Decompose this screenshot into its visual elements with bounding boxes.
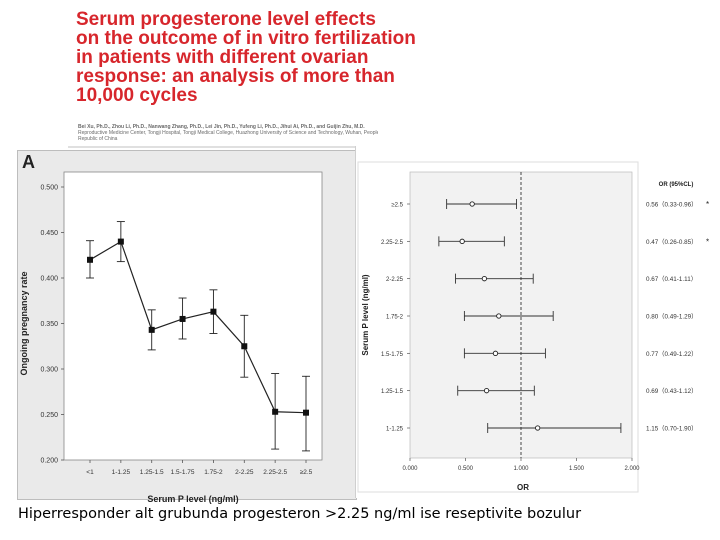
author-list: Bei Xu, Ph.D., Zhou Li, Ph.D., Nanwang Z… [78, 124, 365, 130]
panel-a-label: A [22, 152, 35, 172]
article-title: Serum progesterone level effects on the … [76, 9, 416, 106]
or-point [492, 350, 499, 356]
or-point [483, 388, 490, 394]
x-tick-label: 1.500 [569, 466, 585, 472]
author-block: Bei Xu, Ph.D., Zhou Li, Ph.D., Nanwang Z… [78, 124, 378, 142]
or-point [481, 276, 488, 282]
title-line: response: an analysis of more than [76, 66, 395, 87]
y-tick-label: 2.25-2.5 [381, 240, 404, 246]
y-axis-label: Ongoing pregnancy rate [19, 271, 29, 375]
slide-caption: Hiperresponder alt grubunda progesteron … [18, 506, 582, 522]
ci-value: 0.47（0.26-0.85） [646, 239, 697, 246]
ci-value: 0.67（0.41-1.11） [646, 276, 697, 283]
ci-value: 1.15（0.70-1.90） [646, 426, 697, 433]
data-point [148, 326, 155, 333]
y-tick-label: 1-1.25 [386, 427, 404, 433]
data-point [272, 408, 279, 415]
x-tick-label: 1-1.25 [112, 469, 131, 476]
y-tick-label: 0.400 [40, 276, 58, 283]
or-point [535, 425, 541, 431]
significance-marker: * [706, 237, 709, 246]
or-point [469, 201, 475, 207]
x-tick-label: 1.5-1.75 [171, 469, 195, 476]
ci-value: 0.69（0.43-1.12） [646, 388, 697, 395]
y-tick-label: 0.450 [40, 230, 58, 237]
data-point [303, 409, 309, 416]
x-tick-label: 1.000 [513, 466, 529, 472]
or-point [459, 238, 465, 244]
plot-frame [357, 161, 639, 493]
title-line: in patients with different ovarian [76, 47, 369, 68]
x-tick-label: 1.25-1.5 [140, 469, 164, 476]
y-tick-label: 2-2.25 [386, 277, 404, 283]
y-tick-label: 0.350 [40, 321, 58, 328]
x-tick-label: 2.25-2.5 [263, 469, 287, 476]
affiliation-line: Reproductive Medicine Center, Tongji Hos… [78, 130, 378, 136]
y-tick-label: 0.250 [40, 412, 58, 419]
ci-value: 0.56（0.33-0.96） [646, 202, 697, 209]
y-tick-label: 0.300 [40, 367, 58, 374]
x-axis-label: Serum P level (ng/ml) [147, 494, 238, 504]
affiliation-line: Republic of China [78, 136, 118, 142]
y-tick-label: 1.5-1.75 [381, 352, 404, 358]
y-tick-label: 0.500 [40, 185, 58, 192]
data-point [179, 315, 186, 322]
or-point [496, 313, 502, 319]
data-point [117, 238, 124, 245]
y-tick-label: ≥2.5 [391, 203, 403, 209]
data-point [241, 343, 248, 350]
ci-header: OR (95%CL) [659, 182, 694, 188]
significance-marker: * [706, 200, 709, 209]
y-tick-label: 1.25-1.5 [381, 389, 404, 395]
ci-value: 0.77（0.49-1.22） [646, 351, 697, 358]
x-tick-label: 2.000 [624, 466, 640, 472]
x-tick-label: 2-2.25 [235, 469, 254, 476]
series-line [89, 240, 307, 414]
title-line: 10,000 cycles [76, 85, 198, 106]
x-tick-label: 0.000 [402, 466, 418, 472]
divider [68, 146, 384, 148]
title-line: Serum progesterone level effects [76, 9, 376, 30]
y-tick-label: 0.200 [40, 458, 58, 465]
data-point [210, 308, 217, 315]
x-tick-label: 1.75-2 [204, 469, 223, 476]
x-tick-label: 0.500 [458, 466, 474, 472]
data-point [87, 256, 93, 263]
title-line: on the outcome of in vitro fertilization [76, 28, 416, 49]
x-axis-label: OR [517, 483, 529, 492]
x-tick-label: <1 [86, 469, 94, 476]
y-tick-label: 1.75-2 [386, 315, 404, 321]
y-axis-label: Serum P level (ng/ml) [361, 274, 370, 356]
ci-value: 0.80（0.49-1.29） [646, 314, 697, 321]
x-tick-label: ≥2.5 [300, 469, 313, 476]
